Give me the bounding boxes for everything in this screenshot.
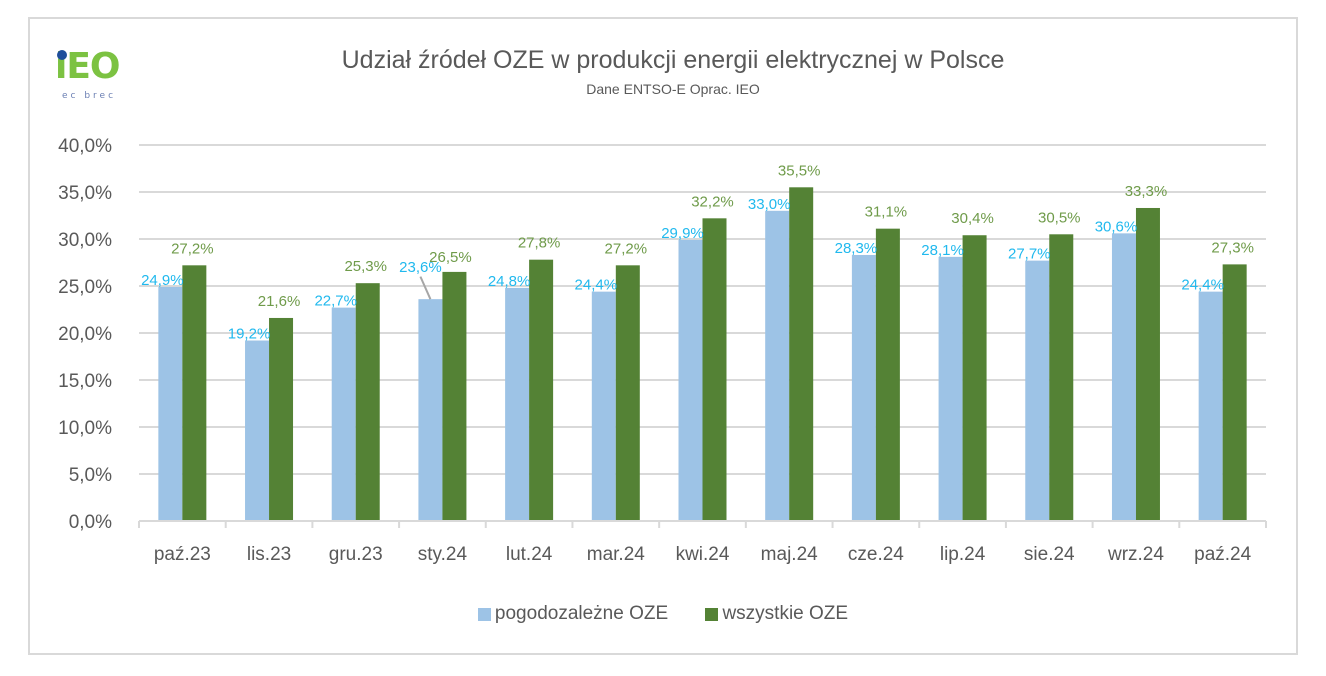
bar-wszystkie [269,317,294,521]
bar-pogodozalezne [591,291,616,521]
x-tick-label: paź.24 [1194,544,1251,565]
data-label-pogodozalezne: 30,6% [1095,218,1138,235]
bar-pogodozalezne [851,254,876,522]
data-label-pogodozalezne: 29,9% [661,225,704,242]
x-axis: paź.23 lis.23 gru.23 sty.24 lut.24 mar.24 kwi.… [138,520,1267,565]
bar-pogodozalezne [938,256,963,521]
bar-wszystkie [355,283,380,521]
chart-title-wrap: Udział źródeł OZE w produkcji energii el… [0,46,1326,75]
bar-pogodozalezne [505,287,530,521]
x-tick-label: kwi.24 [676,544,730,565]
x-tick-label: gru.23 [329,544,383,565]
y-tick-label: 5,0% [69,465,112,486]
data-label-pogodozalezne: 24,4% [1181,277,1224,294]
y-tick-label: 25,0% [58,277,112,298]
bar-wszystkie [1222,264,1247,521]
data-label-wszystkie: 30,4% [951,210,994,227]
data-label-wszystkie: 27,2% [171,240,214,257]
bar-wszystkie [962,235,987,522]
x-tick-label: mar.24 [587,544,646,565]
x-tick-label: lis.23 [247,544,291,565]
x-tick-label: sty.24 [418,544,468,565]
chart-frame [28,17,1298,655]
data-label-pogodozalezne: 24,9% [141,272,184,289]
x-tick-label: paź.23 [154,544,211,565]
bar-pogodozalezne [245,340,270,521]
bar-wszystkie [442,271,467,521]
y-tick-label: 10,0% [58,418,112,439]
data-label-wszystkie: 26,5% [429,249,472,266]
data-label-pogodozalezne: 33,0% [748,196,791,213]
bar-wszystkie [1135,207,1160,522]
y-tick-label: 20,0% [58,324,112,345]
data-label-wszystkie: 27,2% [605,240,648,257]
chart-title: Udział źródeł OZE w produkcji energii el… [341,46,1005,74]
bar-wszystkie [875,228,900,521]
data-label-wszystkie: 31,1% [865,204,908,221]
bar-wszystkie [702,218,727,521]
bar-pogodozalezne [331,307,356,521]
y-tick-label: 35,0% [58,183,112,204]
bar-pogodozalezne [678,239,703,521]
legend-swatch-green [705,607,719,621]
data-label-pogodozalezne: 24,4% [575,277,618,294]
data-label-pogodozalezne: 27,7% [1008,246,1051,263]
chart-subtitle-wrap: Dane ENTSO-E Oprac. IEO [0,81,1326,97]
legend-item-wszystkie[interactable]: wszystkie OZE [705,603,848,625]
x-tick-label: cze.24 [848,544,904,565]
bar-pogodozalezne [418,299,443,521]
data-label-wszystkie: 27,8% [518,235,561,252]
legend-label: wszystkie OZE [722,603,849,624]
bar-wszystkie [789,187,814,522]
data-label-pogodozalezne: 23,6% [399,259,442,276]
bars [158,187,1247,522]
x-tick-label: lip.24 [940,544,986,565]
bar-pogodozalezne [158,286,183,521]
data-label-pogodozalezne: 28,1% [921,242,964,259]
bar-pogodozalezne [765,210,790,522]
bar-pogodozalezne [1198,291,1223,521]
y-axis-ticks: 0,0% 5,0% 10,0% 15,0% 20,0% 25,0% 30,0% 35,0% 40… [58,136,112,533]
y-tick-label: 30,0% [58,230,112,251]
data-label-pogodozalezne: 22,7% [314,293,357,310]
data-label-wszystkie: 32,2% [691,193,734,210]
bar-pogodozalezne [1025,260,1050,521]
x-tick-label: wrz.24 [1107,544,1164,565]
bar-wszystkie [182,265,207,521]
legend-swatch-light-blue [477,607,491,621]
bar-wszystkie [529,259,554,521]
legend: pogodozależne OZE wszystkie OZE [0,603,1326,627]
data-label-pogodozalezne: 24,8% [488,273,531,290]
bar-wszystkie [615,265,640,521]
data-label-wszystkie: 21,6% [258,293,301,310]
logo-subtext: ec brec [62,91,117,101]
data-labels: 24,9% 19,2% 22,7% 23,6% 24,8% 24,4% 29,9% 33,0%… [141,162,1254,342]
data-label-wszystkie: 30,5% [1038,209,1081,226]
legend-item-pogodozalezne[interactable]: pogodozależne OZE [477,603,669,625]
data-label-wszystkie: 33,3% [1125,183,1168,200]
x-tick-label: lut.24 [506,544,553,565]
ieo-logo: iEO ec brec [55,47,135,107]
y-tick-label: 40,0% [58,136,112,157]
y-tick-label: 0,0% [69,512,112,533]
data-label-wszystkie: 35,5% [778,162,821,179]
leader-line [419,276,432,300]
x-tick-label: maj.24 [761,544,818,565]
data-label-pogodozalezne: 19,2% [228,326,271,343]
data-label-wszystkie: 25,3% [344,258,387,275]
data-label-pogodozalezne: 28,3% [835,240,878,257]
y-tick-label: 15,0% [58,371,112,392]
chart-subtitle: Dane ENTSO-E Oprac. IEO [586,81,760,97]
bar-pogodozalezne [1111,233,1136,522]
data-label-wszystkie: 27,3% [1211,239,1254,256]
legend-label: pogodozależne OZE [494,603,669,624]
x-tick-label: sie.24 [1024,544,1075,565]
bar-wszystkie [1049,234,1074,522]
logo-dot [57,50,67,60]
